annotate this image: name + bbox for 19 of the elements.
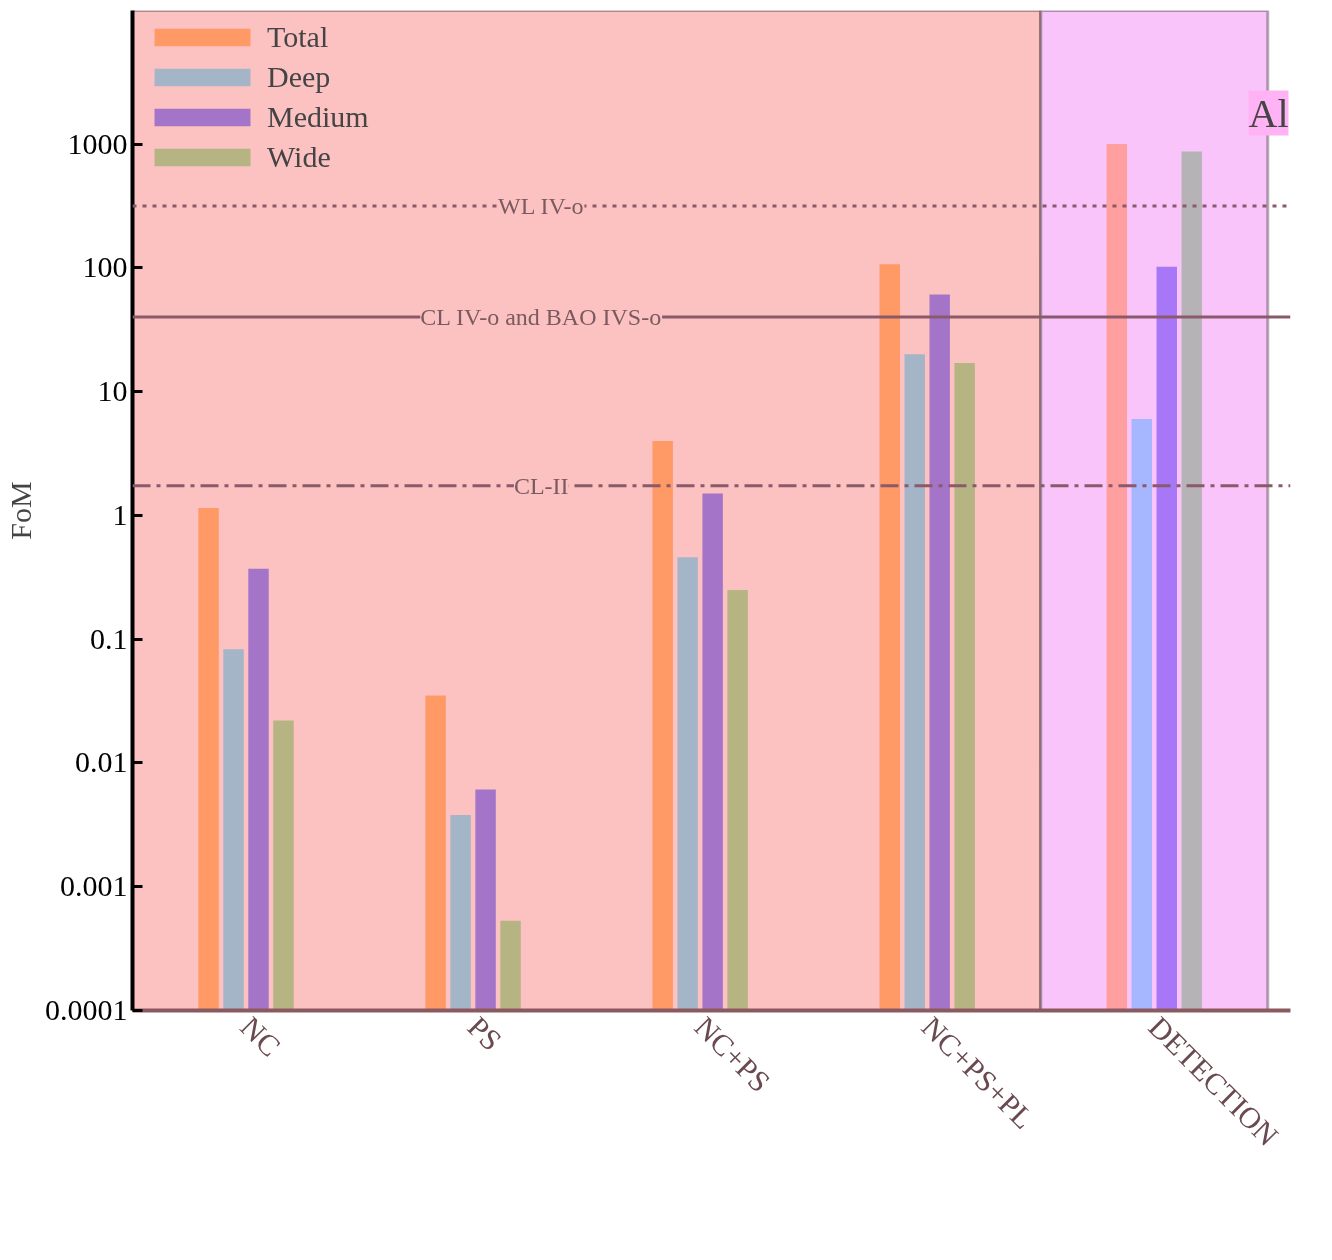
- legend-label: Wide: [267, 140, 331, 174]
- y-tick-label: 0.001: [60, 869, 128, 903]
- ref-line-label: WL IV-o: [497, 193, 584, 219]
- y-tick-label: 0.1: [90, 621, 128, 655]
- annotation: Al: [1248, 90, 1289, 136]
- ref-line-label: CL-II: [513, 472, 569, 499]
- y-tick-label: 1000: [67, 126, 128, 160]
- y-tick-label: 1: [112, 497, 128, 531]
- y-tick-label: 0.0001: [45, 993, 128, 1026]
- ref-line-label: CL IV-o and BAO IVS-o: [420, 304, 662, 331]
- legend-label: Medium: [267, 100, 369, 134]
- legend-label: Total: [267, 20, 329, 54]
- x-tick-label: NC: [234, 1009, 288, 1063]
- y-tick-label: 0.01: [75, 745, 128, 779]
- y-axis-title: FoM: [4, 481, 37, 540]
- y-tick-label: 10: [97, 374, 128, 408]
- y-tick-label: 100: [82, 250, 128, 284]
- legend-label: Deep: [267, 60, 331, 94]
- x-tick-label: PS: [461, 1009, 509, 1057]
